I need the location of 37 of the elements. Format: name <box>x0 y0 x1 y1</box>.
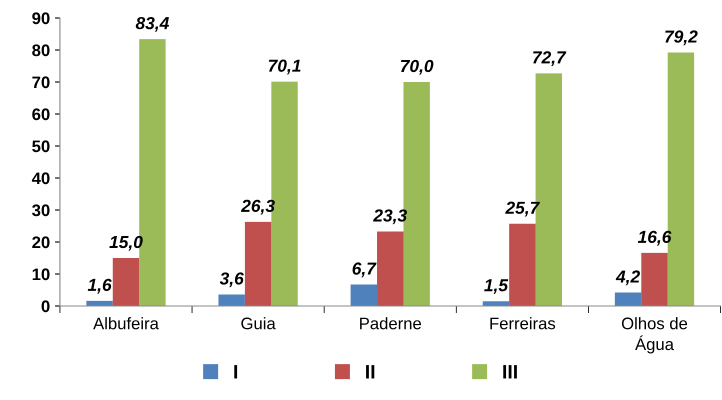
y-tick-label: 50 <box>32 140 50 152</box>
bar <box>482 301 510 306</box>
bar <box>614 292 642 306</box>
bar <box>377 231 404 306</box>
bar <box>509 224 536 306</box>
x-tick-label: Albufeira <box>93 317 159 330</box>
data-label: 4,2 <box>616 270 640 286</box>
bar <box>112 258 140 306</box>
legend-label: I <box>234 365 238 378</box>
data-label: 3,6 <box>220 272 244 288</box>
data-label: 1,6 <box>88 278 112 294</box>
legend-label: III <box>503 365 517 378</box>
y-tick-label: 30 <box>32 204 50 216</box>
bar <box>218 294 245 306</box>
x-tick-label: Paderne <box>360 317 422 330</box>
x-tick-label: Guia <box>241 317 276 330</box>
y-tick-label: 0 <box>42 300 50 312</box>
x-tick-label: Ferreiras <box>490 317 556 330</box>
data-label: 6,7 <box>352 262 377 278</box>
y-tick-label: 70 <box>32 76 50 88</box>
y-tick-label: 20 <box>32 236 50 248</box>
bar <box>350 284 378 306</box>
data-label: 79,2 <box>665 30 698 46</box>
data-label: 70,1 <box>268 60 301 74</box>
x-tick-label: Olhos de Água <box>622 317 688 354</box>
data-label: 83,4 <box>136 16 170 32</box>
y-tick-label: 80 <box>32 44 50 56</box>
data-label: 1,5 <box>484 279 508 294</box>
y-tick-label: 40 <box>32 172 50 184</box>
legend-label: II <box>366 365 374 378</box>
y-tick-label: 10 <box>32 268 50 280</box>
y-tick-label: 60 <box>32 108 50 120</box>
bar <box>244 222 272 306</box>
data-label: 72,7 <box>533 51 566 66</box>
bar <box>641 252 668 306</box>
y-tick-label: 90 <box>32 12 50 24</box>
data-label: 70,0 <box>400 60 434 75</box>
